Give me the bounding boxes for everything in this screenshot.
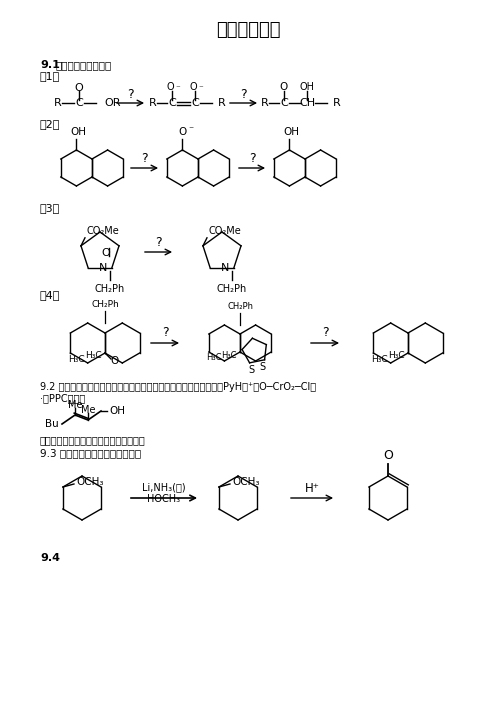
Text: ?: ? bbox=[141, 152, 147, 164]
Text: S: S bbox=[248, 365, 254, 375]
Text: S: S bbox=[259, 362, 266, 372]
Text: H₃C: H₃C bbox=[222, 350, 237, 359]
Text: Bu: Bu bbox=[45, 419, 59, 429]
Text: 时，有何结果，用反应式表示详细过程。: 时，有何结果，用反应式表示详细过程。 bbox=[40, 435, 146, 445]
Text: （1）: （1） bbox=[40, 71, 60, 81]
Text: OH: OH bbox=[300, 82, 314, 92]
Text: CH₂Ph: CH₂Ph bbox=[227, 302, 253, 311]
Text: C: C bbox=[191, 98, 199, 108]
Text: N: N bbox=[220, 263, 229, 273]
Text: OH: OH bbox=[109, 406, 125, 416]
Text: H₃C: H₃C bbox=[388, 352, 405, 361]
Text: H₃C: H₃C bbox=[85, 352, 102, 361]
Text: 氧化还原反应: 氧化还原反应 bbox=[216, 21, 280, 39]
Text: OH: OH bbox=[283, 127, 300, 137]
Text: H⁺: H⁺ bbox=[305, 482, 319, 494]
Text: Li,NH₃(液): Li,NH₃(液) bbox=[142, 482, 186, 492]
Text: 9.2 三级醇不被氧化，但特殊结构的三级醇能够与氧化剂反应，用（PyH）⁺（O─CrO₂─Cl）: 9.2 三级醇不被氧化，但特殊结构的三级醇能够与氧化剂反应，用（PyH）⁺（O─… bbox=[40, 382, 316, 392]
Text: ?: ? bbox=[240, 88, 247, 100]
Text: Me: Me bbox=[68, 400, 82, 410]
Text: O: O bbox=[280, 82, 288, 92]
Text: OCH₃: OCH₃ bbox=[232, 477, 259, 487]
Text: H₃C: H₃C bbox=[68, 355, 85, 364]
Text: O: O bbox=[74, 83, 83, 93]
Text: ⁻: ⁻ bbox=[198, 84, 203, 93]
Text: O: O bbox=[178, 127, 186, 137]
Text: （3）: （3） bbox=[40, 203, 60, 213]
Text: Me: Me bbox=[81, 405, 95, 415]
Text: H₃C: H₃C bbox=[371, 355, 388, 364]
Text: ⁻: ⁻ bbox=[175, 84, 180, 93]
Text: CH₂Ph: CH₂Ph bbox=[217, 284, 247, 294]
Text: H₃C: H₃C bbox=[206, 354, 221, 362]
Text: HOCH₃: HOCH₃ bbox=[147, 494, 181, 504]
Text: ·（PPC）处理: ·（PPC）处理 bbox=[40, 393, 85, 403]
Text: （4）: （4） bbox=[40, 290, 61, 300]
Text: O: O bbox=[166, 82, 174, 92]
Text: 9.1: 9.1 bbox=[40, 60, 60, 70]
Text: N: N bbox=[98, 263, 107, 273]
Text: CH: CH bbox=[299, 98, 315, 108]
Text: ?: ? bbox=[155, 235, 161, 249]
Text: 注明下列反应的试剂: 注明下列反应的试剂 bbox=[55, 60, 111, 70]
Text: CO₂Me: CO₂Me bbox=[87, 226, 120, 236]
Text: 9.3 写出下列两步反应的反应机理: 9.3 写出下列两步反应的反应机理 bbox=[40, 448, 141, 458]
Text: ?: ? bbox=[126, 88, 133, 100]
Text: OR: OR bbox=[104, 98, 121, 108]
Text: R: R bbox=[218, 98, 226, 108]
Text: ?: ? bbox=[322, 326, 328, 340]
Text: O: O bbox=[101, 248, 110, 258]
Text: O: O bbox=[110, 356, 118, 366]
Text: R: R bbox=[333, 98, 341, 108]
Text: ?: ? bbox=[162, 326, 168, 340]
Text: CO₂Me: CO₂Me bbox=[209, 226, 242, 236]
Text: ⁻: ⁻ bbox=[188, 125, 193, 135]
Text: 9.4: 9.4 bbox=[40, 553, 60, 563]
Text: （2）: （2） bbox=[40, 119, 61, 129]
Text: ?: ? bbox=[248, 152, 255, 164]
Text: R: R bbox=[54, 98, 62, 108]
Text: O: O bbox=[383, 449, 393, 462]
Text: R: R bbox=[149, 98, 157, 108]
Text: CH₂Ph: CH₂Ph bbox=[95, 284, 125, 294]
Text: C: C bbox=[168, 98, 176, 108]
Text: C: C bbox=[280, 98, 288, 108]
Text: C: C bbox=[75, 98, 83, 108]
Text: OH: OH bbox=[70, 127, 86, 137]
Text: OCH₃: OCH₃ bbox=[76, 477, 104, 487]
Text: R: R bbox=[261, 98, 269, 108]
Text: O: O bbox=[189, 82, 197, 92]
Text: CH₂Ph: CH₂Ph bbox=[91, 300, 119, 309]
